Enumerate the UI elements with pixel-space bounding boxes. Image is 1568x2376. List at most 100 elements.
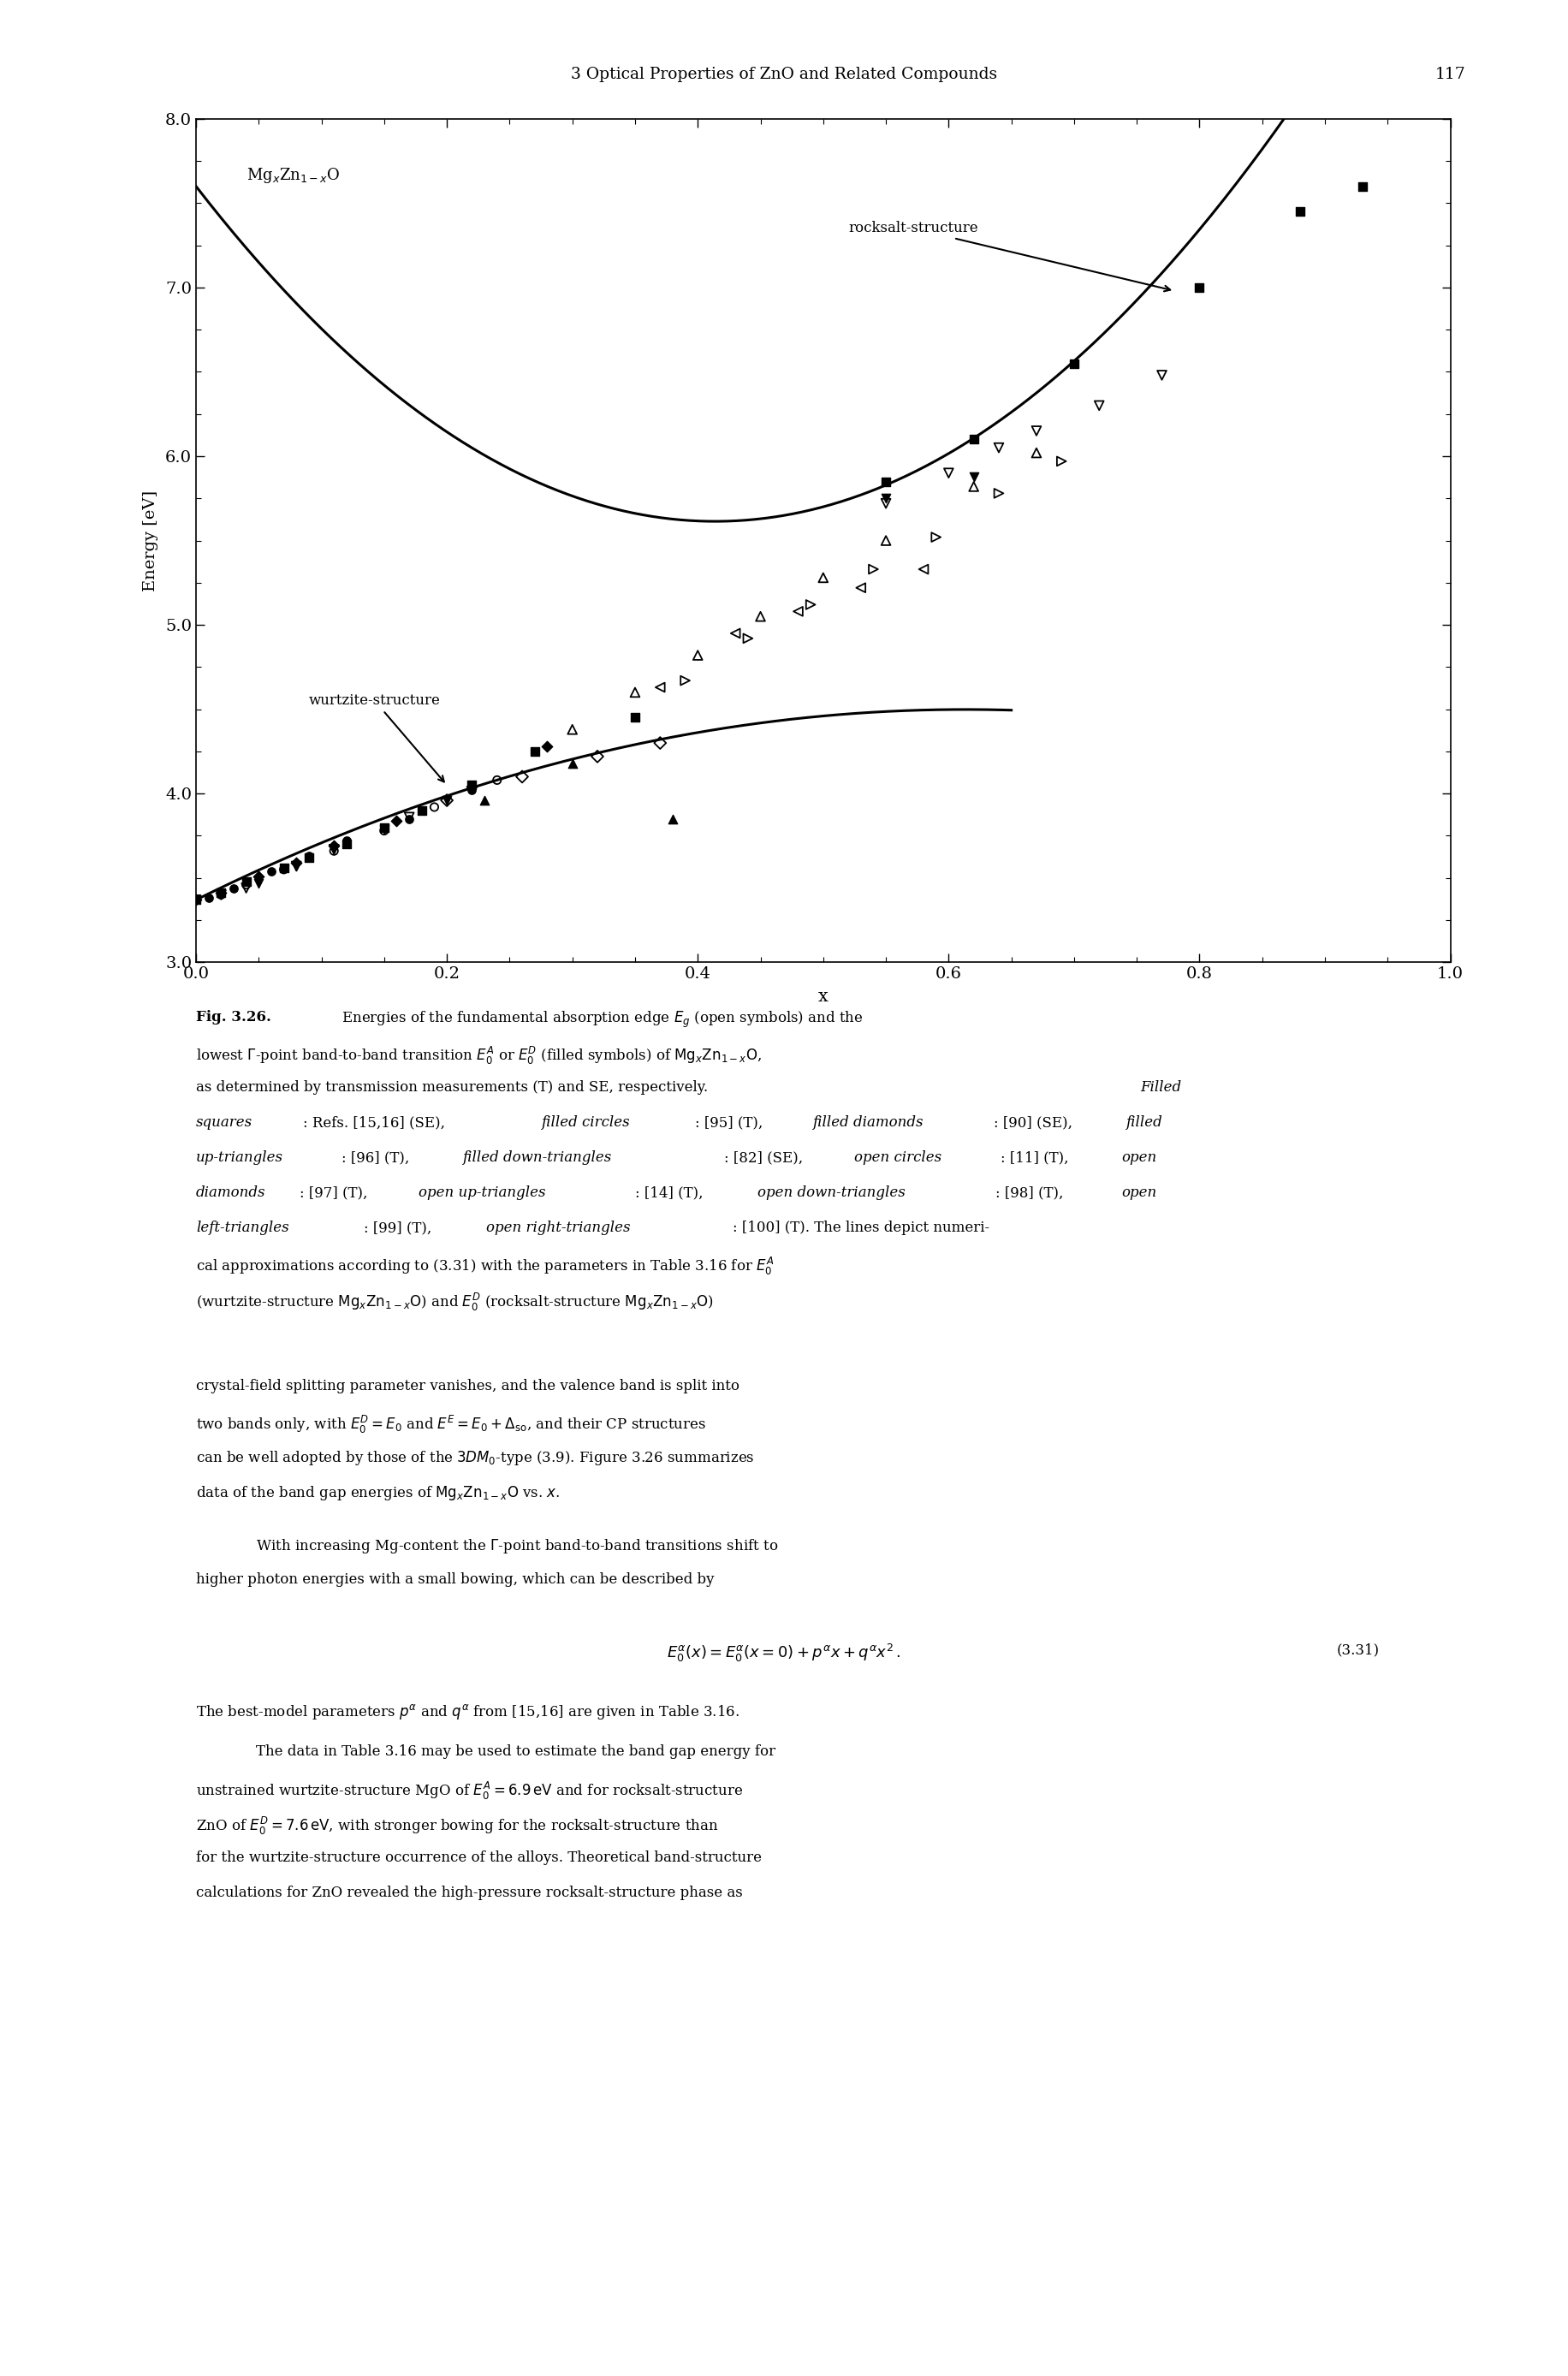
Point — [209, 877, 234, 915]
Point — [1062, 345, 1087, 383]
Text: lowest $\mathit{\Gamma}$-point band-to-band transition $E_0^A$ or $E_0^D$ (fille: lowest $\mathit{\Gamma}$-point band-to-b… — [196, 1045, 762, 1067]
Point — [1049, 442, 1074, 480]
Text: can be well adopted by those of the $3DM_0$-type (3.9). Figure 3.26 summarizes: can be well adopted by those of the $3DM… — [196, 1449, 754, 1468]
Point — [961, 421, 986, 459]
Text: : [96] (T),: : [96] (T), — [342, 1150, 414, 1164]
Point — [585, 737, 610, 775]
Text: open: open — [1121, 1186, 1157, 1200]
Point — [284, 848, 309, 886]
Point — [183, 881, 209, 920]
Text: cal approximations according to (3.31) with the parameters in Table 3.16 for $E_: cal approximations according to (3.31) w… — [196, 1257, 775, 1278]
Point — [183, 881, 209, 920]
Point — [372, 813, 397, 851]
Text: The best-model parameters $p^\alpha$ and $q^\alpha$ from [15,16] are given in Ta: The best-model parameters $p^\alpha$ and… — [196, 1704, 740, 1720]
Point — [648, 668, 673, 706]
Point — [221, 870, 246, 908]
Text: as determined by transmission measurements (T) and SE, respectively.: as determined by transmission measuremen… — [196, 1081, 712, 1095]
Text: filled diamonds: filled diamonds — [812, 1114, 924, 1131]
Point — [472, 782, 497, 820]
Text: open circles: open circles — [855, 1150, 942, 1164]
Text: wurtzite-structure: wurtzite-structure — [309, 694, 444, 782]
Point — [873, 463, 898, 501]
Point — [622, 699, 648, 737]
Point — [1087, 387, 1112, 425]
Text: diamonds: diamonds — [196, 1186, 265, 1200]
Point — [246, 865, 271, 903]
X-axis label: x: x — [818, 988, 828, 1005]
Point — [1187, 268, 1212, 307]
Point — [434, 782, 459, 820]
Point — [384, 801, 409, 839]
Text: data of the band gap energies of $\mathrm{Mg}_x\mathrm{Zn}_{1-x}\mathrm{O}$ vs. : data of the band gap energies of $\mathr… — [196, 1485, 560, 1502]
Text: : Refs. [15,16] (SE),: : Refs. [15,16] (SE), — [303, 1114, 448, 1131]
Point — [723, 615, 748, 653]
Point — [798, 584, 823, 623]
Point — [234, 870, 259, 908]
Point — [271, 848, 296, 886]
Point — [434, 782, 459, 820]
Text: for the wurtzite-structure occurrence of the alloys. Theoretical band-structure: for the wurtzite-structure occurrence of… — [196, 1851, 762, 1865]
Text: squares: squares — [196, 1114, 252, 1131]
Point — [321, 827, 347, 865]
Point — [234, 865, 259, 903]
Text: 117: 117 — [1435, 67, 1466, 81]
Text: : [82] (SE),: : [82] (SE), — [724, 1150, 808, 1164]
Point — [873, 523, 898, 561]
Point — [485, 760, 510, 798]
Text: open up-triangles: open up-triangles — [419, 1186, 546, 1200]
Point — [924, 518, 949, 556]
Point — [986, 475, 1011, 513]
Text: With increasing Mg-content the $\mathit{\Gamma}$-point band-to-band transitions : With increasing Mg-content the $\mathit{… — [256, 1537, 778, 1556]
Y-axis label: Energy [eV]: Energy [eV] — [143, 489, 158, 592]
Point — [296, 839, 321, 877]
Point — [961, 468, 986, 506]
Point — [271, 851, 296, 889]
Point — [1350, 166, 1375, 204]
Text: Filled: Filled — [1140, 1081, 1181, 1095]
Point — [284, 848, 309, 886]
Text: calculations for ZnO revealed the high-pressure rocksalt-structure phase as: calculations for ZnO revealed the high-p… — [196, 1887, 743, 1901]
Point — [861, 551, 886, 589]
Point — [259, 853, 284, 891]
Text: up-triangles: up-triangles — [196, 1150, 284, 1164]
Point — [660, 801, 685, 839]
Point — [459, 767, 485, 805]
Point — [246, 858, 271, 896]
Point — [1149, 356, 1174, 394]
Point — [961, 459, 986, 497]
Point — [986, 428, 1011, 466]
Point — [811, 558, 836, 596]
Point — [321, 829, 347, 867]
Point — [685, 637, 710, 675]
Text: : [90] (SE),: : [90] (SE), — [994, 1114, 1077, 1131]
Point — [183, 881, 209, 920]
Text: unstrained wurtzite-structure MgO of $E_0^A = 6.9\,\mathrm{eV}$ and for rocksalt: unstrained wurtzite-structure MgO of $E_… — [196, 1780, 743, 1801]
Text: The data in Table 3.16 may be used to estimate the band gap energy for: The data in Table 3.16 may be used to es… — [256, 1744, 775, 1758]
Text: Mg$_x$Zn$_{1-x}$O: Mg$_x$Zn$_{1-x}$O — [246, 166, 340, 185]
Point — [397, 798, 422, 836]
Point — [911, 551, 936, 589]
Point — [873, 485, 898, 523]
Point — [622, 672, 648, 710]
Point — [786, 592, 811, 630]
Point — [183, 881, 209, 920]
Point — [321, 829, 347, 867]
Text: rocksalt-structure: rocksalt-structure — [848, 221, 1170, 292]
Point — [209, 877, 234, 915]
Point — [196, 879, 221, 917]
Point — [209, 874, 234, 912]
Text: (wurtzite-structure $\mathrm{Mg}_x\mathrm{Zn}_{1-x}\mathrm{O}$) and $E_0^D$ (roc: (wurtzite-structure $\mathrm{Mg}_x\mathr… — [196, 1290, 713, 1312]
Text: : [99] (T),: : [99] (T), — [364, 1221, 436, 1236]
Point — [284, 843, 309, 881]
Text: left-triangles: left-triangles — [196, 1221, 289, 1236]
Text: : [98] (T),: : [98] (T), — [996, 1186, 1068, 1200]
Point — [422, 789, 447, 827]
Point — [1287, 192, 1312, 230]
Text: : [100] (T). The lines depict numeri-: : [100] (T). The lines depict numeri- — [732, 1221, 989, 1236]
Point — [334, 822, 359, 860]
Text: ZnO of $E_0^D = 7.6\,\mathrm{eV}$, with stronger bowing for the rocksalt-structu: ZnO of $E_0^D = 7.6\,\mathrm{eV}$, with … — [196, 1815, 718, 1837]
Point — [321, 832, 347, 870]
Text: (3.31): (3.31) — [1338, 1642, 1380, 1658]
Text: : [97] (T),: : [97] (T), — [299, 1186, 372, 1200]
Point — [372, 808, 397, 846]
